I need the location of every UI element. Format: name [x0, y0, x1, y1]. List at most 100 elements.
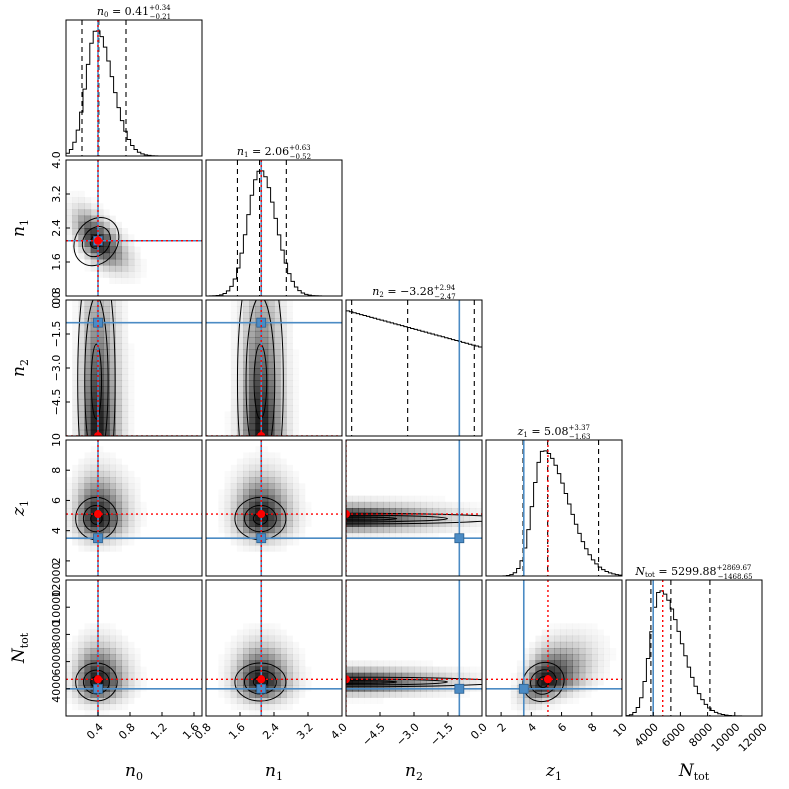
- density-cell: [109, 423, 116, 431]
- density-cell: [280, 635, 287, 643]
- density-cell: [579, 623, 586, 630]
- density-cell: [249, 514, 256, 521]
- density-cell: [122, 636, 129, 643]
- best-fit-marker: [257, 510, 266, 519]
- density-cell: [103, 532, 110, 540]
- density-cell: [554, 648, 561, 655]
- density-cell: [121, 386, 129, 394]
- density-cell: [457, 678, 464, 686]
- density-cell: [84, 477, 92, 484]
- density-cell: [134, 648, 141, 655]
- density-cell: [96, 470, 104, 478]
- density-cell: [591, 629, 598, 636]
- density-cell: [236, 324, 244, 332]
- density-cell: [96, 258, 104, 266]
- density-cell: [103, 209, 110, 216]
- density-cell: [109, 234, 116, 241]
- density-cell: [584, 660, 592, 667]
- density-cell: [358, 660, 365, 667]
- density-cell: [243, 483, 250, 490]
- density-cell: [255, 337, 263, 344]
- density-cell: [121, 324, 129, 332]
- density-cell: [78, 330, 85, 338]
- title-subscript: 2: [379, 291, 383, 299]
- density-cell: [96, 691, 104, 698]
- density-cell: [231, 465, 238, 472]
- density-cell: [432, 508, 440, 515]
- density-cell: [72, 641, 79, 649]
- density-cell: [85, 623, 92, 630]
- density-cell: [78, 380, 85, 387]
- density-cell: [554, 697, 561, 705]
- panel-z1-z1: z1 = 5.08+3.37 −1.63: [485, 424, 623, 577]
- density-cell: [78, 361, 85, 369]
- density-cell: [128, 477, 135, 484]
- density-cell: [103, 452, 110, 459]
- density-cell: [432, 526, 440, 534]
- density-cell: [529, 654, 536, 661]
- density-cell: [286, 538, 293, 546]
- density-cell: [439, 496, 446, 503]
- density-cell: [121, 520, 129, 527]
- density-cell: [274, 330, 281, 338]
- density-cell: [230, 411, 238, 418]
- density-cell: [358, 532, 365, 540]
- density-cell: [547, 666, 555, 674]
- density-cell: [243, 477, 250, 484]
- density-cell: [90, 337, 98, 344]
- density-cell: [364, 532, 372, 540]
- density-cell: [90, 398, 98, 406]
- density-cell: [535, 635, 543, 643]
- density-cell: [115, 300, 123, 307]
- density-cell: [603, 667, 610, 674]
- density-cell: [395, 526, 403, 534]
- density-cell: [236, 330, 244, 338]
- density-cell: [255, 545, 263, 552]
- density-cell: [510, 697, 518, 705]
- density-cell: [280, 324, 287, 332]
- density-cell: [249, 318, 256, 326]
- density-cell: [566, 660, 573, 667]
- density-cell: [96, 703, 104, 711]
- density-cell: [305, 520, 312, 527]
- density-cell: [267, 405, 275, 412]
- density-cell: [371, 697, 378, 704]
- title-subscript: 0: [104, 11, 108, 19]
- contour-1: [243, 669, 277, 695]
- density-cell: [84, 508, 92, 515]
- density-cell: [243, 648, 250, 655]
- density-cell: [109, 386, 116, 394]
- density-cell: [84, 532, 92, 540]
- panel-frame: [205, 159, 343, 297]
- density-cell: [121, 429, 129, 436]
- density-cell: [225, 424, 232, 431]
- density-cell: [121, 355, 129, 363]
- density-cell: [78, 526, 85, 534]
- density-cell: [109, 660, 116, 667]
- density-cell: [262, 452, 269, 459]
- density-cell: [376, 526, 384, 534]
- density-cell: [267, 337, 275, 344]
- density-cell: [267, 483, 275, 490]
- density-cell: [134, 477, 141, 484]
- best-fit-marker: [346, 675, 350, 684]
- density-cell: [554, 641, 561, 649]
- axis-subscript: 1: [276, 770, 283, 783]
- density-cell: [267, 654, 275, 661]
- density-cell: [96, 265, 104, 272]
- density-cell: [298, 672, 306, 680]
- density-cell: [218, 673, 225, 680]
- density-cell: [547, 691, 555, 698]
- density-cell: [243, 312, 250, 319]
- density-cell: [572, 678, 580, 686]
- density-cell: [96, 215, 104, 223]
- density-cell: [298, 495, 306, 503]
- density-cell: [293, 356, 300, 363]
- density-cell: [96, 411, 104, 418]
- density-cell: [103, 355, 110, 363]
- density-cell: [426, 678, 433, 686]
- density-cell: [516, 703, 524, 711]
- density-cell: [121, 483, 129, 490]
- density-cell: [134, 265, 141, 272]
- density-cell: [115, 246, 123, 254]
